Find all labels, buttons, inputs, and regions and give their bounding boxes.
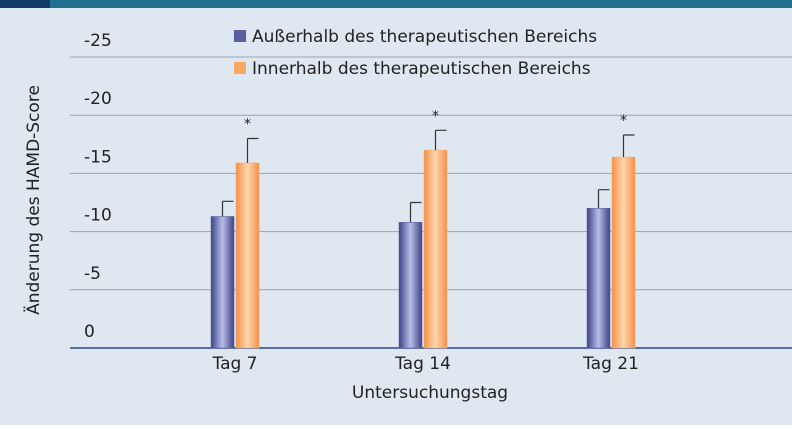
bar bbox=[611, 156, 636, 349]
header-block bbox=[0, 0, 50, 8]
annotation: * bbox=[620, 113, 627, 129]
bar bbox=[586, 208, 611, 349]
error-bar bbox=[622, 134, 635, 158]
x-tick-label: Tag 21 bbox=[582, 354, 639, 374]
y-tick-label: 0 bbox=[84, 322, 95, 342]
error-bar bbox=[409, 201, 422, 223]
bar bbox=[235, 162, 260, 349]
annotation: * bbox=[432, 108, 439, 124]
header-bar bbox=[0, 0, 792, 8]
error-bar bbox=[246, 137, 259, 163]
bar bbox=[398, 222, 423, 349]
legend-swatch bbox=[234, 62, 246, 74]
legend-swatch bbox=[234, 30, 246, 42]
error-bar bbox=[597, 189, 610, 209]
legend-label: Innerhalb des therapeutischen Bereichs bbox=[252, 59, 591, 79]
annotation: * bbox=[244, 116, 251, 132]
x-axis-label: Untersuchungstag bbox=[352, 383, 508, 403]
y-axis-label: Änderung des HAMD-Score bbox=[23, 85, 44, 315]
bar bbox=[423, 149, 448, 349]
x-tick-label: Tag 7 bbox=[212, 354, 258, 374]
bar bbox=[210, 216, 235, 349]
y-tick-label: -5 bbox=[84, 264, 101, 284]
legend-label: Außerhalb des therapeutischen Bereichs bbox=[252, 27, 597, 47]
error-bar bbox=[221, 200, 234, 217]
y-tick-label: -10 bbox=[84, 206, 112, 226]
y-tick-label: -20 bbox=[84, 89, 112, 109]
error-bar bbox=[434, 129, 447, 151]
y-tick-label: -15 bbox=[84, 147, 112, 167]
x-tick-label: Tag 14 bbox=[394, 354, 451, 374]
y-tick-label: -25 bbox=[84, 31, 112, 51]
